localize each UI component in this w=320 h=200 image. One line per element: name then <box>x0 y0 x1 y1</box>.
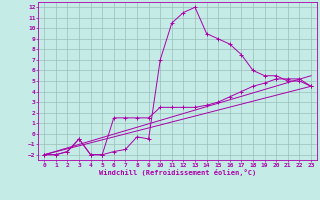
X-axis label: Windchill (Refroidissement éolien,°C): Windchill (Refroidissement éolien,°C) <box>99 169 256 176</box>
